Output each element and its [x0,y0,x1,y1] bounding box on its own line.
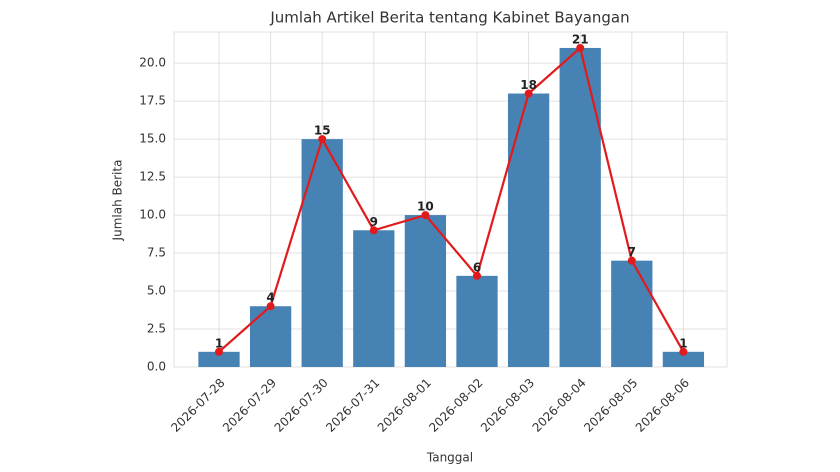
bar [404,215,447,367]
y-tick-label: 15.0 [139,132,166,146]
chart-title: Jumlah Artikel Berita tentang Kabinet Ba… [269,9,629,27]
data-label: 7 [628,245,636,259]
data-label: 9 [370,215,378,229]
y-tick-label: 20.0 [139,56,166,70]
data-label: 1 [215,336,223,350]
line-point [627,256,636,265]
bar [301,139,343,367]
x-tick-label: 2026-07-31 [323,376,382,435]
line-point [576,43,585,52]
bar [353,230,395,367]
y-tick-label: 12.5 [139,170,166,184]
bar [662,351,705,367]
line-point [524,89,533,98]
y-axis-label: Jumlah Berita [111,160,125,242]
x-tick-label: 2026-08-02 [426,376,485,435]
bar [611,260,653,367]
bar [198,351,240,367]
data-label: 18 [520,78,537,92]
bar [507,93,550,367]
y-tick-label: 5.0 [147,284,166,298]
bar [249,306,292,367]
x-tick-label: 2026-08-01 [375,376,434,435]
x-tick-label: 2026-07-30 [272,376,331,435]
x-tick-label: 2026-08-05 [581,376,640,435]
data-label: 1 [679,336,687,350]
x-tick-label: 2026-07-29 [220,376,279,435]
x-tick-label: 2026-08-06 [633,376,692,435]
data-label: 21 [572,32,589,46]
line-point [473,271,481,280]
trend-line [218,45,685,353]
data-label: 4 [266,291,274,305]
data-label: 15 [314,124,331,138]
line-point [318,135,327,144]
x-tick-label: 2026-07-28 [168,376,227,435]
y-tick-label: 0.0 [147,360,166,374]
line-point [421,211,430,220]
bar [559,47,601,367]
line-point [215,347,223,356]
x-tick-label: 2026-08-03 [478,376,537,435]
y-tick-label: 2.5 [147,322,166,336]
y-tick-label: 7.5 [147,246,166,260]
y-tick-label: 10.0 [139,208,166,222]
y-tick-label: 17.5 [139,94,166,108]
data-label: 10 [417,200,434,214]
x-axis-label: Tanggal [426,451,473,465]
line-point [266,302,275,311]
bar [456,275,498,367]
line-point [369,226,378,235]
x-tick-label: 2026-08-04 [530,376,589,435]
data-label: 6 [473,260,481,274]
line-point [679,347,688,356]
